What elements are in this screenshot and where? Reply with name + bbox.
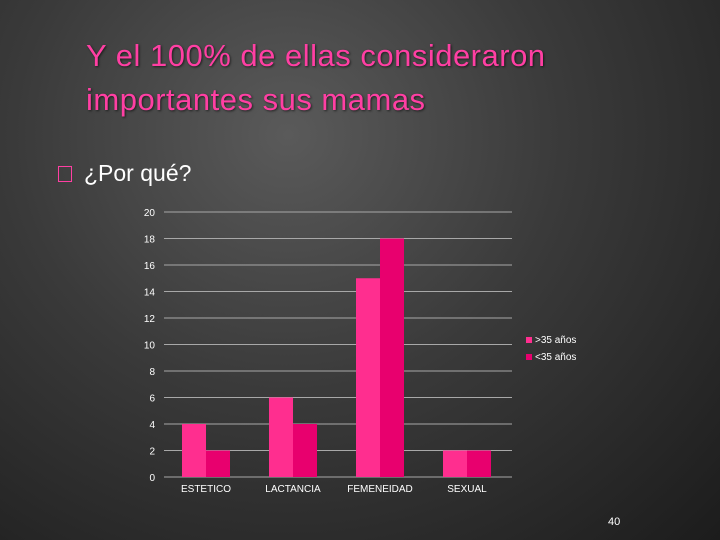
bullet-box-icon [58, 166, 72, 182]
y-tick-label: 14 [144, 288, 156, 299]
y-tick-label: 0 [149, 473, 155, 484]
bar [467, 450, 491, 477]
x-tick-label: LACTANCIA [265, 484, 321, 495]
legend-label: >35 años [535, 335, 576, 346]
bullet-text: ¿Por qué? [84, 159, 192, 186]
bar [182, 424, 206, 477]
y-tick-label: 16 [144, 261, 156, 272]
y-tick-label: 2 [149, 447, 155, 458]
bar [380, 238, 404, 477]
x-tick-label: FEMENEIDAD [347, 484, 413, 495]
slide-title: Y el 100% de ellas consideraron importan… [86, 38, 546, 117]
page-number: 40 [608, 516, 621, 528]
y-tick-label: 18 [144, 235, 156, 246]
bar [269, 397, 293, 477]
bar [293, 424, 317, 477]
y-tick-label: 6 [149, 394, 155, 405]
y-tick-label: 10 [144, 341, 156, 352]
legend-swatch [526, 337, 532, 343]
legend-swatch [526, 354, 532, 360]
y-tick-label: 20 [144, 208, 156, 219]
x-tick-label: SEXUAL [447, 484, 487, 495]
y-tick-label: 4 [149, 420, 155, 431]
bar [443, 450, 467, 477]
bar [356, 278, 380, 477]
bullet-item: ¿Por qué? [58, 156, 191, 190]
bar [206, 450, 230, 477]
legend-label: <35 años [535, 352, 576, 363]
y-tick-label: 8 [149, 367, 155, 378]
x-tick-label: ESTETICO [181, 484, 231, 495]
y-tick-label: 12 [144, 314, 156, 325]
